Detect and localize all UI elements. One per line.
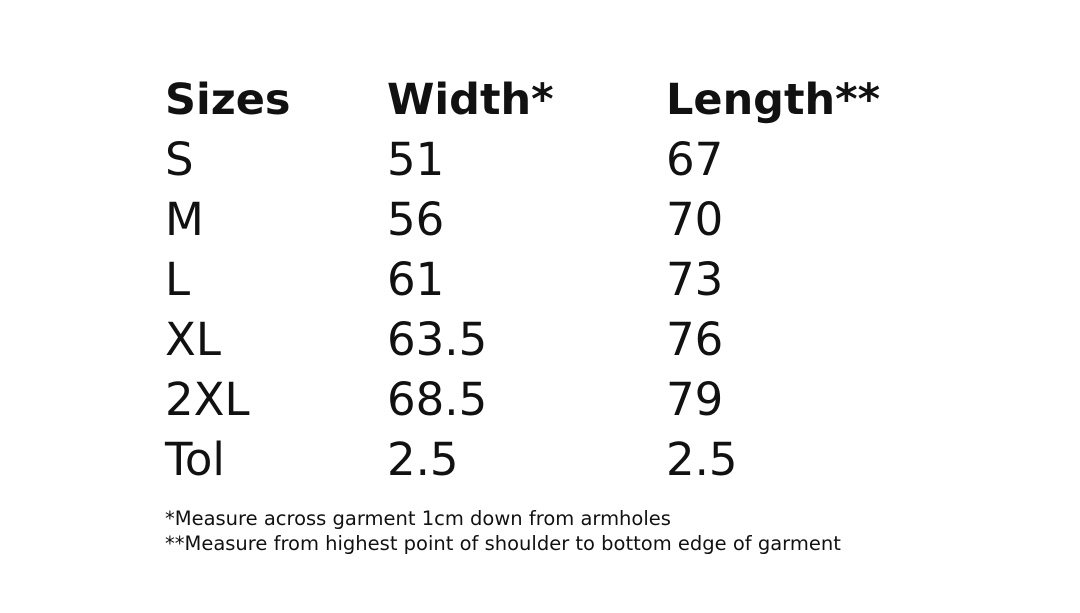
table-cell: 56 xyxy=(387,193,445,246)
table-cell: 79 xyxy=(666,373,724,426)
table-cell: XL xyxy=(165,313,221,366)
table-cell: 76 xyxy=(666,313,724,366)
table-cell: L xyxy=(165,253,191,306)
table-cell: 61 xyxy=(387,253,445,306)
table-cell: 2.5 xyxy=(666,433,738,486)
table-cell: 2XL xyxy=(165,373,250,426)
table-cell: 68.5 xyxy=(387,373,488,426)
table-cell: 70 xyxy=(666,193,724,246)
table-cell: Tol xyxy=(165,433,225,486)
header-cell: Length** xyxy=(666,75,881,125)
table-cell: M xyxy=(165,193,204,246)
table-cell: 73 xyxy=(666,253,724,306)
table-cell: 67 xyxy=(666,133,724,186)
header-cell: Width* xyxy=(387,75,554,125)
table-cell: 51 xyxy=(387,133,445,186)
table-cell: S xyxy=(165,133,194,186)
table-cell: 63.5 xyxy=(387,313,488,366)
footnote: *Measure across garment 1cm down from ar… xyxy=(165,507,671,530)
table-cell: 2.5 xyxy=(387,433,459,486)
footnote: **Measure from highest point of shoulder… xyxy=(165,532,841,555)
header-cell: Sizes xyxy=(165,75,291,125)
